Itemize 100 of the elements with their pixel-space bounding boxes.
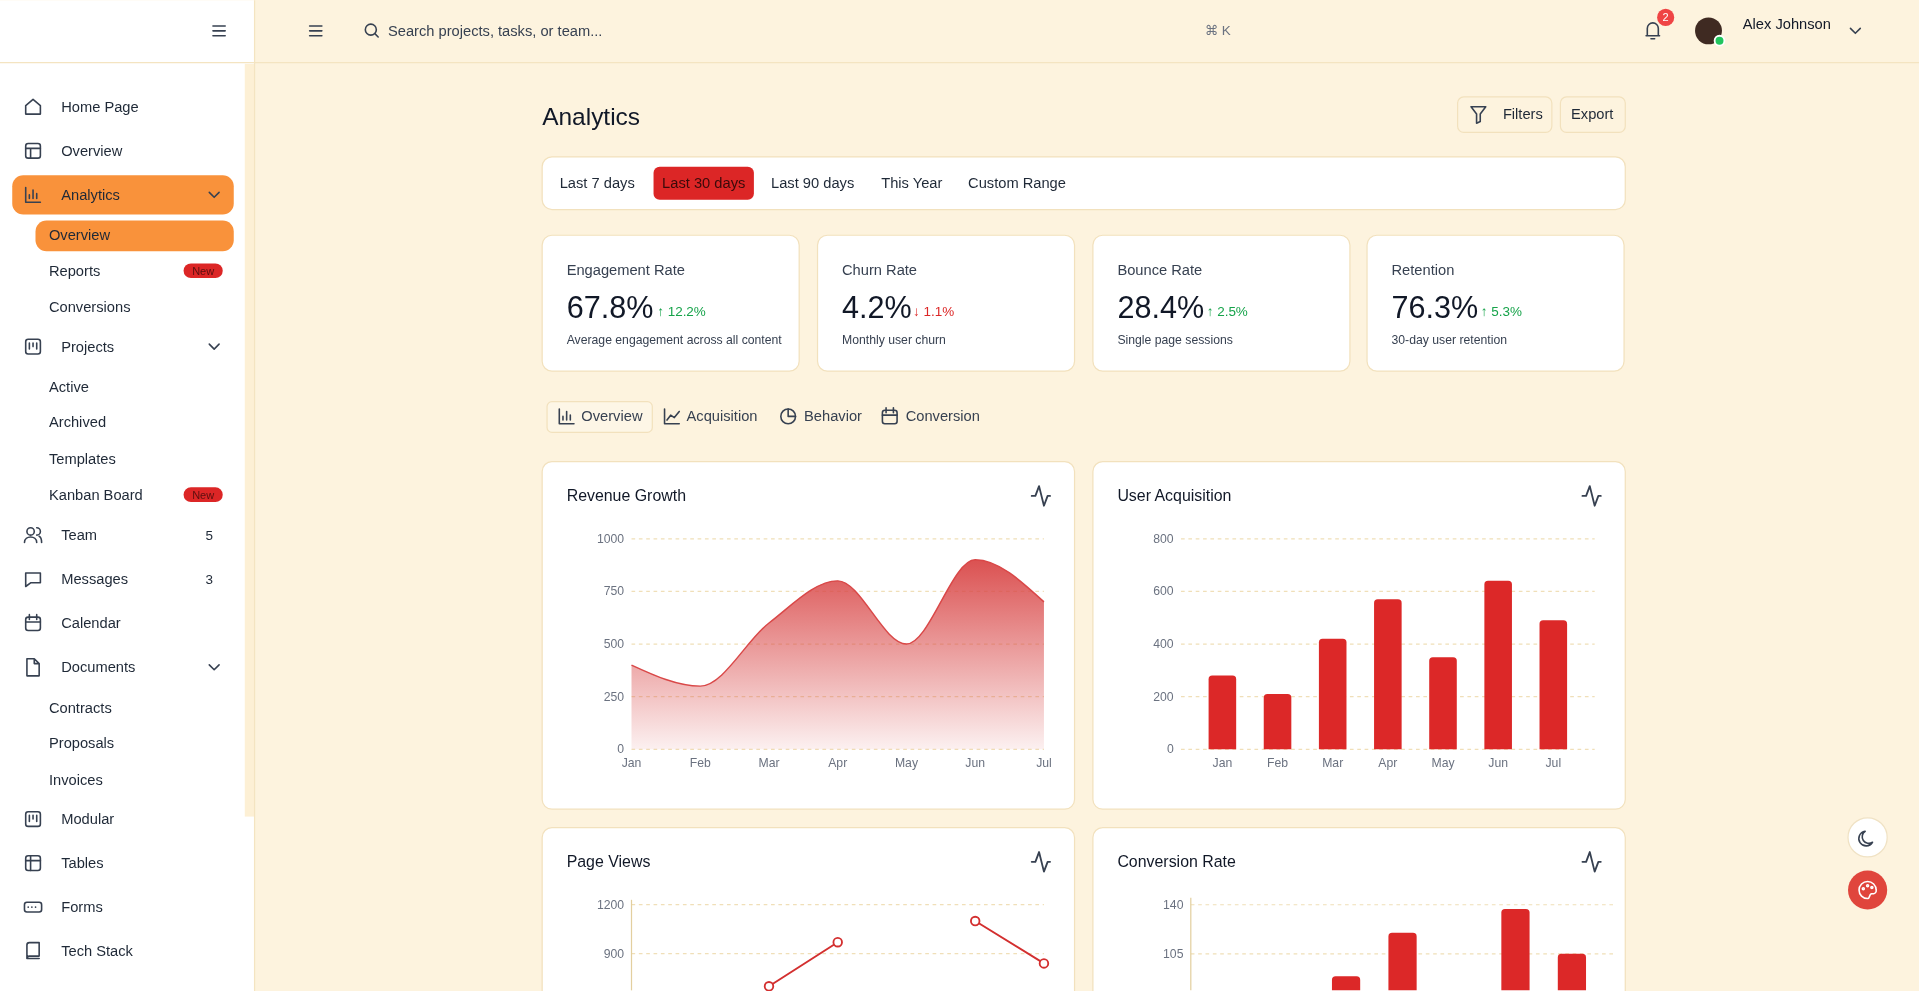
text: 3: [205, 571, 214, 587]
text: Monthly user churn: [842, 333, 946, 348]
point: [970, 915, 981, 927]
x-tick-label: Feb: [1267, 755, 1289, 770]
x-tick-label: Jun: [965, 755, 986, 770]
text: New: [192, 488, 215, 501]
y-tick-label: 105: [1163, 946, 1184, 961]
text: Search projects, tasks, or team...: [387, 22, 603, 39]
text: 2: [1662, 11, 1669, 24]
text: Last 30 days: [662, 174, 746, 191]
text: Messages: [61, 571, 129, 588]
text: Modular: [61, 811, 115, 828]
text: Team: [61, 527, 98, 544]
text: Calendar: [61, 615, 121, 632]
text: Retention: [1391, 261, 1455, 278]
y-tick-label: 800: [1153, 531, 1174, 546]
text: Documents: [61, 659, 136, 676]
y-tick-label: 1200: [596, 897, 625, 912]
x-tick-label: Jun: [1488, 755, 1509, 770]
text: Acquisition: [686, 408, 758, 425]
text: Tech Stack: [61, 943, 134, 960]
text: Churn Rate: [842, 261, 918, 278]
text: Kanban Board: [48, 486, 143, 503]
text: ↑ 2.5%: [1206, 303, 1248, 319]
text: Templates: [48, 451, 116, 468]
text: Export: [1571, 106, 1614, 123]
bar: [1263, 694, 1292, 750]
text: Custom Range: [968, 174, 1066, 191]
bar: [1374, 599, 1402, 750]
text: Analytics: [542, 103, 641, 131]
y-tick-label: 140: [1163, 897, 1184, 912]
text: Alex Johnson: [1742, 15, 1831, 32]
y-tick-label: 0: [1166, 742, 1174, 757]
text: Archived: [48, 414, 107, 431]
bar: [1539, 620, 1568, 750]
x-tick-label: Jan: [621, 755, 642, 770]
point: [1038, 958, 1050, 969]
text: Filters: [1502, 106, 1543, 123]
text: ↓ 1.1%: [912, 303, 955, 319]
chart-title: Page Views: [566, 853, 651, 871]
text: Average engagement across all content: [566, 333, 783, 348]
point: [832, 937, 843, 948]
bar: [1429, 657, 1457, 750]
x-tick-label: Apr: [1378, 755, 1398, 770]
x-tick-label: Jan: [1212, 755, 1233, 770]
bar: [1484, 580, 1512, 750]
text: ⌘ K: [1204, 23, 1231, 39]
text: This Year: [881, 174, 943, 191]
text: Overview: [581, 408, 643, 425]
text: Reports: [48, 262, 101, 279]
y-tick-label: 200: [1153, 689, 1174, 704]
text: Active: [48, 379, 89, 396]
y-tick-label: 750: [603, 584, 625, 599]
text: Analytics: [61, 186, 120, 203]
text: Home Page: [61, 98, 139, 115]
x-tick-label: May: [894, 755, 919, 770]
y-tick-label: 400: [1153, 637, 1174, 652]
x-tick-label: Mar: [758, 755, 780, 770]
text: Single page sessions: [1117, 333, 1233, 348]
y-tick-label: 500: [603, 637, 625, 652]
text: Conversion: [905, 408, 980, 425]
text: Invoices: [48, 771, 103, 788]
text: Last 7 days: [559, 174, 635, 191]
text: New: [192, 264, 215, 277]
text: ↑ 5.3%: [1480, 303, 1523, 319]
x-tick-label: Jul: [1036, 755, 1052, 770]
text: ↑ 12.2%: [657, 303, 706, 319]
text: Overview: [48, 227, 111, 244]
x-tick-label: Feb: [689, 755, 711, 770]
chart-title: User Acquisition: [1117, 487, 1232, 505]
text: Conversions: [48, 299, 131, 316]
text: Behavior: [804, 408, 863, 425]
text: Bounce Rate: [1117, 261, 1203, 278]
text: Contracts: [48, 699, 112, 716]
y-tick-label: 0: [617, 742, 625, 757]
y-tick-label: 600: [1153, 584, 1174, 599]
text: 5: [205, 527, 214, 543]
text: 67.8%: [566, 290, 654, 325]
y-tick-label: 1000: [596, 531, 625, 546]
x-tick-label: Apr: [828, 755, 848, 770]
text: Engagement Rate: [566, 261, 685, 278]
chart-title: Revenue Growth: [566, 487, 686, 505]
y-tick-label: 250: [603, 689, 625, 704]
x-tick-label: Jul: [1545, 755, 1562, 770]
x-tick-label: Mar: [1322, 755, 1344, 770]
text: 30-day user retention: [1391, 333, 1507, 348]
bar: [1318, 638, 1347, 750]
text: Projects: [61, 338, 115, 355]
text: Last 90 days: [771, 174, 855, 191]
text: Forms: [61, 899, 103, 916]
text: Tables: [61, 855, 104, 872]
bar: [1208, 675, 1237, 750]
text: 4.2%: [842, 290, 912, 325]
text: 28.4%: [1117, 290, 1205, 325]
text: Overview: [61, 142, 123, 159]
x-tick-label: May: [1431, 755, 1456, 770]
chart-title: Conversion Rate: [1117, 853, 1236, 871]
point: [763, 981, 775, 991]
y-tick-label: 900: [603, 946, 625, 961]
text: 76.3%: [1391, 290, 1479, 325]
